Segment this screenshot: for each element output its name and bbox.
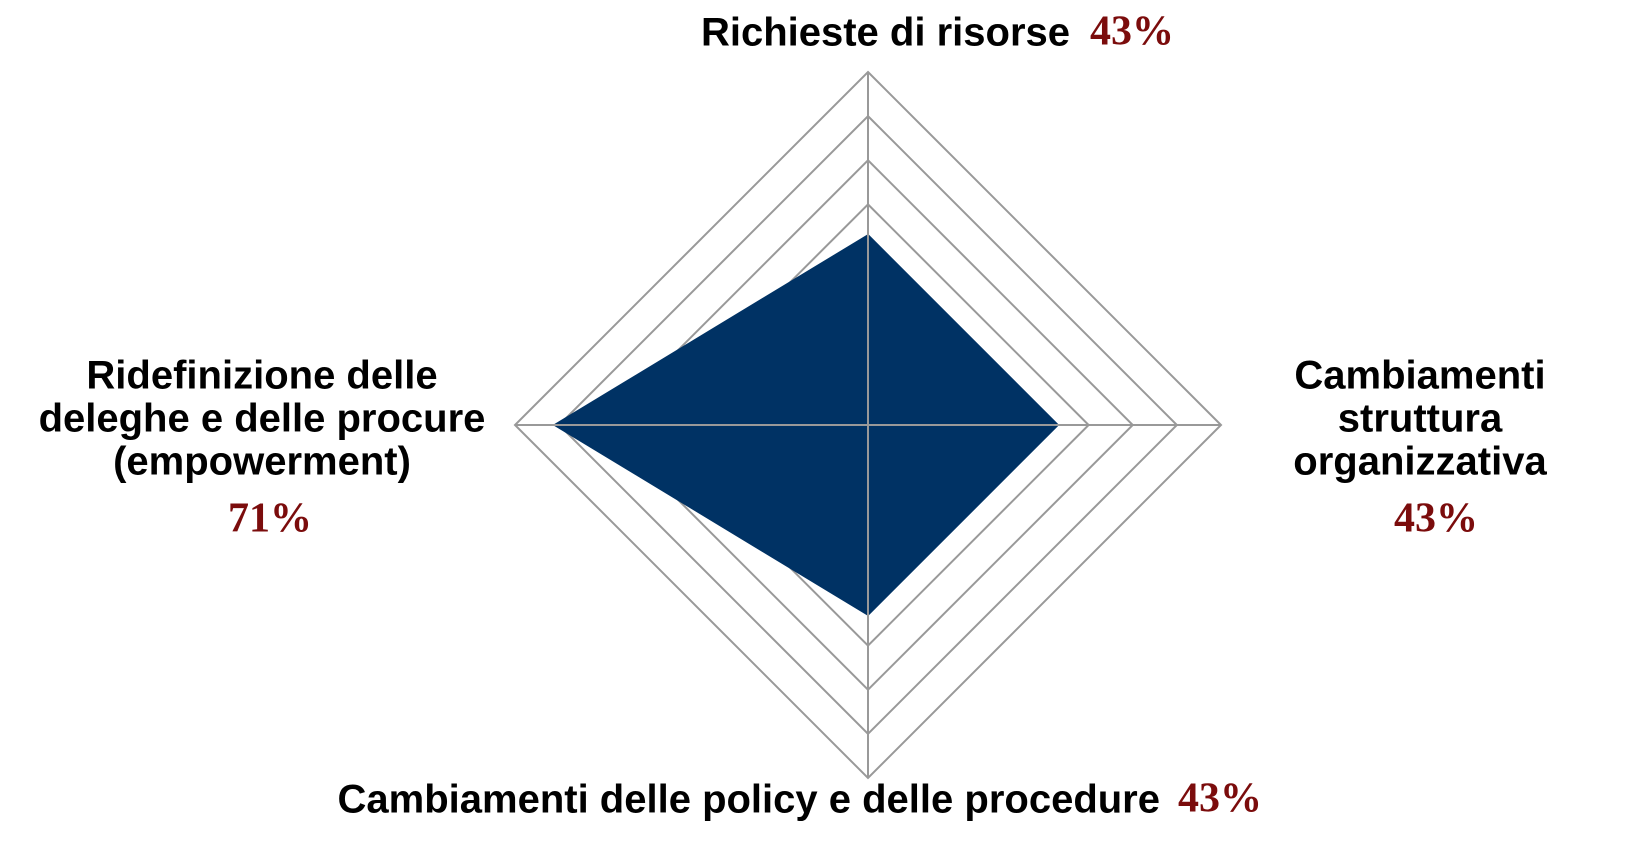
value-label: 43% — [1090, 9, 1174, 55]
category-label: deleghe e delle procure — [39, 397, 486, 441]
category-label: Cambiamenti — [1294, 354, 1545, 398]
category-label: Ridefinizione delle — [86, 354, 437, 398]
category-label: organizzativa — [1293, 440, 1547, 484]
category-label: Cambiamenti delle policy e delle procedu… — [338, 778, 1160, 822]
category-label: struttura — [1338, 397, 1503, 441]
value-label: 43% — [1394, 496, 1478, 542]
value-label: 71% — [228, 496, 312, 542]
category-label: (empowerment) — [113, 440, 411, 484]
category-label: Richieste di risorse — [701, 11, 1070, 55]
value-label: 43% — [1178, 776, 1262, 822]
